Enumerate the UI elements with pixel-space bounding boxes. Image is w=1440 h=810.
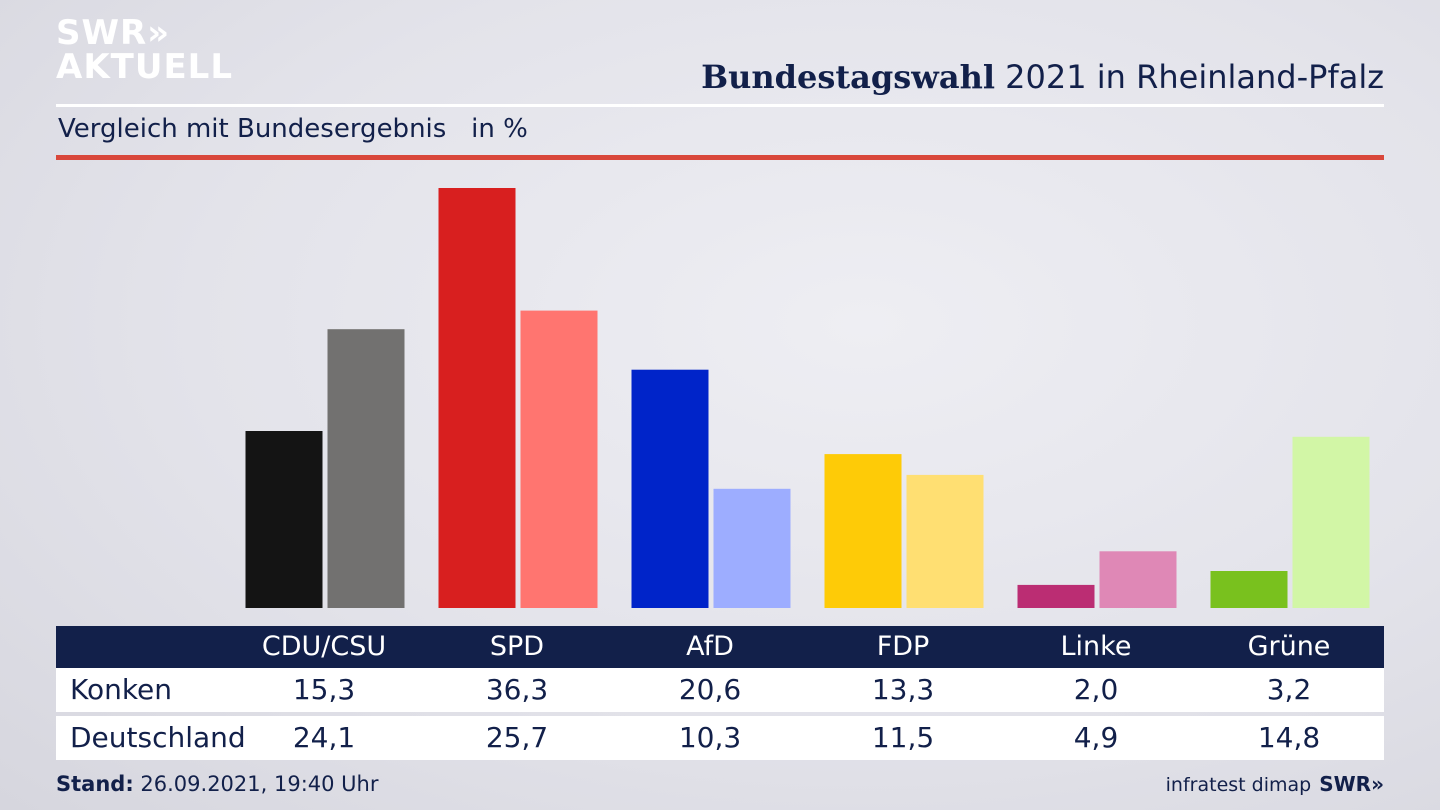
source-credit: infratest dimap SWR» [1166,772,1384,796]
bar-fdp-deutschland [906,474,984,608]
bar-spd-deutschland [520,310,598,608]
bar-cducsu-deutschland [327,329,405,608]
table-cell: 3,2 [1266,673,1312,706]
table-cell: 14,8 [1257,721,1321,754]
page-title: Bundestagswahl 2021 in Rheinland-Pfalz [701,58,1384,96]
table-cell: 20,6 [678,673,742,706]
results-table: CDU/CSU SPD AfD FDP Linke Grüne Konken 15,3 36… [56,626,1384,760]
table-row-deutschland: Deutschland 24,1 25,7 10,3 11,5 4,9 14,8 [56,716,1384,760]
title-divider [56,104,1384,107]
table-cell: 15,3 [292,673,356,706]
row-label: Deutschland [70,721,246,754]
title-bold: Bundestagswahl [701,58,995,96]
table-cell: 10,3 [678,721,742,754]
column-header: CDU/CSU [261,631,387,662]
logo-line-1: SWR» [56,13,171,53]
column-header: FDP [876,631,930,662]
table-cell: 25,7 [485,721,549,754]
swr-aktuell-logo: SWR» AKTUELL [56,16,233,84]
logo-line-2: AKTUELL [56,47,234,87]
chart-subtitle: Vergleich mit Bundesergebnis in % [58,114,528,144]
footer-swr-logo: SWR» [1319,772,1384,796]
table-cell: 4,9 [1073,721,1119,754]
table-cell: 24,1 [292,721,356,754]
table-header: CDU/CSU SPD AfD FDP Linke Grüne [56,626,1384,668]
title-rest: 2021 in Rheinland-Pfalz [995,58,1384,96]
bar-grüne-konken [1210,571,1288,608]
stand-label: Stand: [56,772,134,796]
column-header: Linke [1060,631,1132,662]
table-cell: 13,3 [871,673,935,706]
bar-linke-deutschland [1099,551,1177,608]
table-cell: 11,5 [871,721,935,754]
bar-afd-konken [631,369,709,608]
column-header: SPD [489,631,545,662]
table-cell: 36,3 [485,673,549,706]
timestamp: Stand: 26.09.2021, 19:40 Uhr [56,772,379,796]
bar-linke-konken [1017,584,1095,608]
column-header: AfD [686,631,734,662]
column-header: Grüne [1247,631,1331,662]
bar-spd-konken [438,188,516,608]
bar-grüne-deutschland [1292,436,1370,608]
table-cell: 2,0 [1073,673,1119,706]
source-text: infratest dimap [1165,774,1312,796]
accent-divider [56,155,1384,160]
bar-afd-deutschland [713,488,791,608]
row-label: Konken [70,673,173,706]
bar-fdp-konken [824,454,902,608]
bar-cducsu-konken [245,431,323,608]
stand-value: 26.09.2021, 19:40 Uhr [133,772,379,796]
table-row-konken: Konken 15,3 36,3 20,6 13,3 2,0 3,2 [56,668,1384,712]
